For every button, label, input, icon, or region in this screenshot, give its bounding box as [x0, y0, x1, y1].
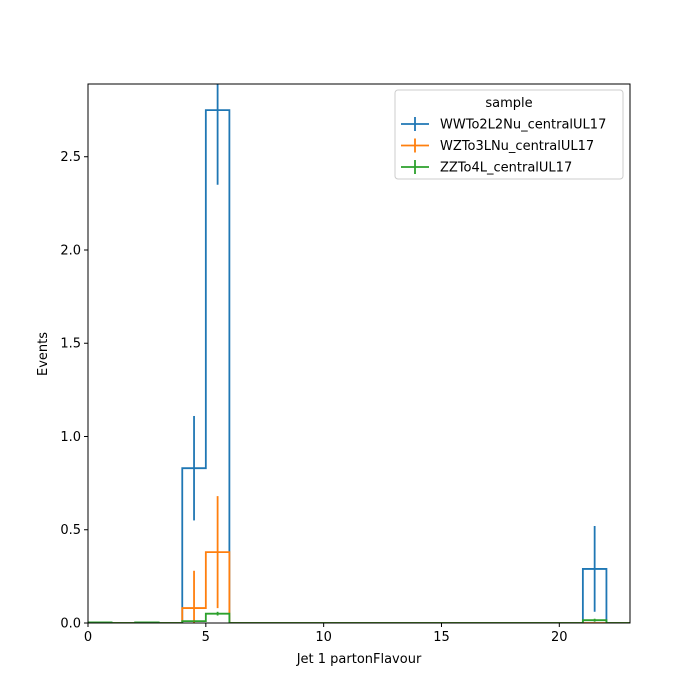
series-step-2 — [88, 612, 630, 623]
y-tick-label: 2.5 — [60, 150, 81, 165]
legend-title: sample — [485, 96, 532, 111]
x-tick-label: 5 — [202, 630, 210, 645]
legend-label: ZZTo4L_centralUL17 — [440, 161, 572, 176]
x-axis-label: Jet 1 partonFlavour — [296, 652, 422, 667]
y-tick-label: 0.5 — [60, 523, 81, 538]
x-tick-label: 0 — [84, 630, 92, 645]
x-axis-ticks: 0 5 10 15 20 — [84, 623, 568, 645]
legend-label: WWTo2L2Nu_centralUL17 — [440, 118, 606, 133]
y-tick-label: 1.5 — [60, 337, 81, 352]
y-axis-label: Events — [36, 332, 51, 376]
legend-label: WZTo3LNu_centralUL17 — [440, 139, 594, 154]
plot-frame — [87, 83, 631, 624]
y-tick-label: 0.0 — [60, 617, 81, 632]
y-tick-label: 1.0 — [60, 430, 81, 445]
x-tick-label: 20 — [551, 630, 568, 645]
y-axis-ticks: 0.0 0.5 1.0 1.5 2.0 2.5 — [60, 150, 88, 632]
x-tick-label: 10 — [315, 630, 332, 645]
y-tick-label: 2.0 — [60, 243, 81, 258]
x-tick-label: 15 — [433, 630, 450, 645]
legend: sample WWTo2L2Nu_centralUL17 WZTo3LNu_cen… — [394, 89, 624, 180]
histogram-bins — [88, 109, 630, 623]
error-bars — [98, 84, 596, 623]
legend-entries: WWTo2L2Nu_centralUL17 WZTo3LNu_centralUL1… — [401, 117, 606, 176]
series-step-1 — [88, 551, 630, 623]
legend-frame — [394, 89, 624, 180]
series-step-0 — [88, 109, 630, 623]
